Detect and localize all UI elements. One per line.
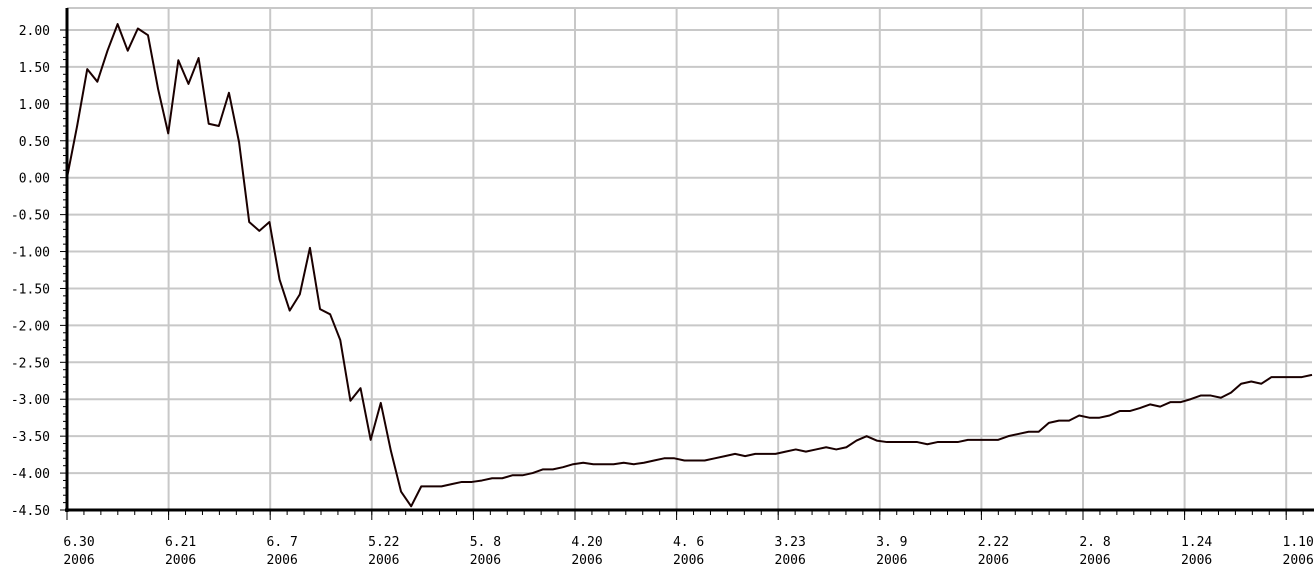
series-line (66, 23, 1313, 508)
x-tick-label: 2.22 (978, 535, 1009, 550)
x-tick-year-label: 2006 (673, 553, 704, 568)
y-tick-label: -2.50 (11, 356, 50, 371)
axes (60, 8, 1314, 520)
y-tick-label: 0.50 (19, 135, 50, 150)
x-tick-label: 4. 6 (673, 535, 704, 550)
x-tick-year-label: 2006 (267, 553, 298, 568)
y-tick-label: -4.50 (11, 504, 50, 519)
x-tick-year-label: 2006 (1079, 553, 1110, 568)
x-tick-year-label: 2006 (876, 553, 907, 568)
y-tick-label: -1.50 (11, 282, 50, 297)
y-tick-label: -0.50 (11, 209, 50, 224)
x-tick-label: 2. 8 (1079, 535, 1110, 550)
x-tick-year-label: 2006 (63, 553, 94, 568)
x-tick-year-label: 2006 (165, 553, 196, 568)
x-tick-label: 3. 9 (876, 535, 907, 550)
y-tick-label: -4.00 (11, 467, 50, 482)
y-tick-label: 1.50 (19, 61, 50, 76)
x-tick-label: 6. 7 (267, 535, 298, 550)
x-tick-label: 6.21 (165, 535, 196, 550)
x-tick-year-label: 2006 (470, 553, 501, 568)
x-tick-label: 4.20 (571, 535, 602, 550)
x-tick-year-label: 2006 (571, 553, 602, 568)
x-tick-label: 5.22 (368, 535, 399, 550)
grid-lines (67, 7, 1312, 511)
y-tick-label: 1.00 (19, 98, 50, 113)
x-tick-year-label: 2006 (978, 553, 1009, 568)
x-tick-year-label: 2006 (775, 553, 806, 568)
y-tick-label: -3.50 (11, 430, 50, 445)
x-tick-label: 5. 8 (470, 535, 501, 550)
plot-area (66, 23, 1313, 508)
x-tick-label: 1.10 (1283, 535, 1314, 550)
y-tick-label: 0.00 (19, 172, 50, 187)
x-tick-year-label: 2006 (368, 553, 399, 568)
y-tick-label: 2.00 (19, 24, 50, 39)
y-tick-label: -3.00 (11, 393, 50, 408)
x-tick-label: 1.24 (1181, 535, 1212, 550)
y-tick-label: -1.00 (11, 246, 50, 261)
y-tick-labels: 2.00 1.50 1.00 0.50 0.00 -0.50 -1.00 -1.50 -2.00… (11, 24, 50, 519)
x-tick-year-label: 2006 (1283, 553, 1314, 568)
x-tick-year-label: 2006 (1181, 553, 1212, 568)
x-tick-labels: 6.30 2006 6.21 2006 6. 7 2006 5.22 2006 5. 8 2006… (63, 535, 1314, 568)
x-tick-label: 6.30 (63, 535, 94, 550)
y-tick-label: -2.00 (11, 319, 50, 334)
x-tick-label: 3.23 (775, 535, 806, 550)
